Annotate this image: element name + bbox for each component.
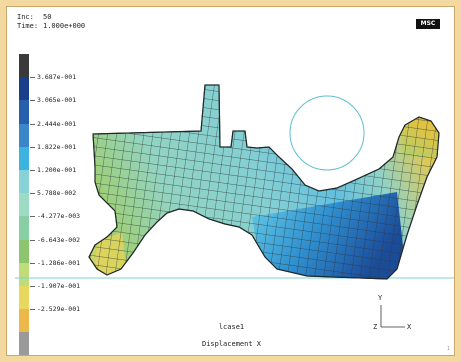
scale-swatch [19, 170, 29, 194]
scale-swatch [19, 286, 29, 310]
deformed-body-mesh [88, 84, 440, 280]
fem-mesh-plot: Y Z X [15, 84, 454, 331]
inc-label: Inc: [17, 13, 34, 21]
rigid-circle-contact [289, 95, 365, 171]
scale-label: -6.643e-002 [29, 235, 81, 244]
inc-value: 50 [43, 13, 52, 21]
scale-label: -2.529e-001 [29, 305, 81, 314]
scale-swatch [19, 77, 29, 101]
scale-swatch [19, 332, 29, 355]
scale-label: 3.065e-001 [29, 96, 77, 105]
scale-swatch [19, 100, 29, 124]
axis-y-label: Y [378, 294, 383, 302]
scale-swatch [19, 309, 29, 333]
plot-viewport: Inc: 50 Time: 1.000e+000 MSC 3.687e-001 3.0… [6, 6, 455, 356]
time-label: Time: [17, 22, 39, 30]
result-type-label: Displacement X [201, 340, 261, 348]
msc-logo: MSC [416, 19, 440, 29]
scale-swatch [19, 216, 29, 240]
scale-label: 2.444e-001 [29, 119, 77, 128]
load-case-label: lcase1 [218, 323, 245, 331]
scale-label: 1.200e-001 [29, 166, 77, 174]
scale-label: -1.286e-001 [29, 258, 81, 267]
scale-swatch [19, 54, 29, 78]
axis-z-label: Z [373, 323, 377, 331]
scale-swatch [19, 239, 29, 263]
scale-swatch [19, 123, 29, 147]
scale-swatch [19, 262, 29, 286]
msc-logo-text: MSC [420, 20, 436, 27]
time-value: 1.000e+000 [43, 22, 86, 30]
scale-swatch [19, 146, 29, 170]
scale-swatch [19, 193, 29, 217]
scale-label: -1.907e-001 [29, 282, 81, 290]
axis-triad: Y Z X [373, 294, 412, 331]
scale-label: 3.687e-001 [29, 73, 77, 82]
page-number: 1 [446, 346, 450, 352]
scale-label: 1.822e-001 [29, 142, 77, 151]
scale-label: 5.788e-002 [29, 189, 77, 198]
scale-label: -4.277e-003 [29, 212, 81, 221]
axis-x-label: X [407, 323, 412, 331]
increment-header: Inc: 50 Time: 1.000e+000 [17, 13, 85, 31]
